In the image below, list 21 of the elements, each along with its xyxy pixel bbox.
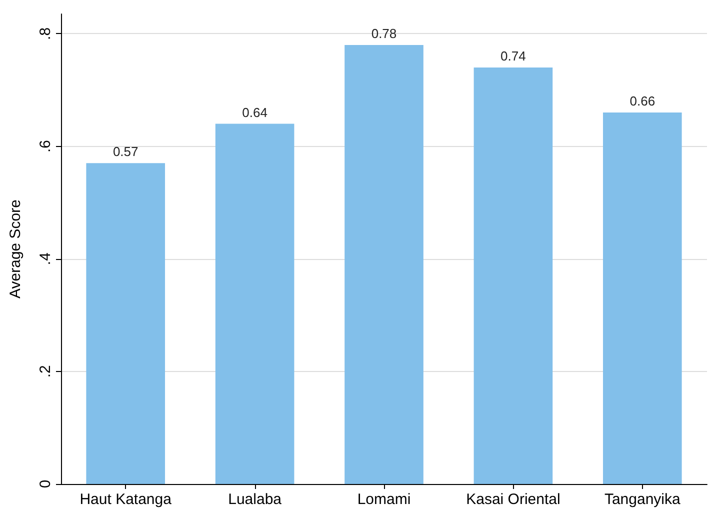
x-tick-label: Lomami: [357, 491, 411, 508]
bar: [474, 67, 553, 484]
data-label: 0.74: [500, 48, 526, 64]
bar: [86, 163, 166, 484]
y-tick-label: .2: [37, 365, 54, 378]
data-label: 0.78: [371, 26, 397, 41]
y-tick-label: .8: [37, 27, 54, 40]
x-tick-label: Lualaba: [228, 491, 282, 508]
bar: [215, 124, 294, 484]
data-label: 0.57: [112, 144, 138, 160]
data-label: 0.64: [242, 104, 268, 120]
x-tick-label: Haut Katanga: [80, 491, 172, 508]
x-tick-label: Kasai Oriental: [466, 491, 560, 508]
data-label: 0.66: [630, 94, 656, 109]
y-tick-label: .6: [37, 140, 54, 153]
y-axis-title: Average Score: [7, 200, 24, 298]
y-tick-label: .4: [37, 252, 54, 266]
bar: [602, 112, 682, 484]
y-tick-label: 0: [37, 480, 54, 488]
x-tick-label: Tanganyika: [604, 491, 681, 508]
bar: [344, 44, 424, 484]
